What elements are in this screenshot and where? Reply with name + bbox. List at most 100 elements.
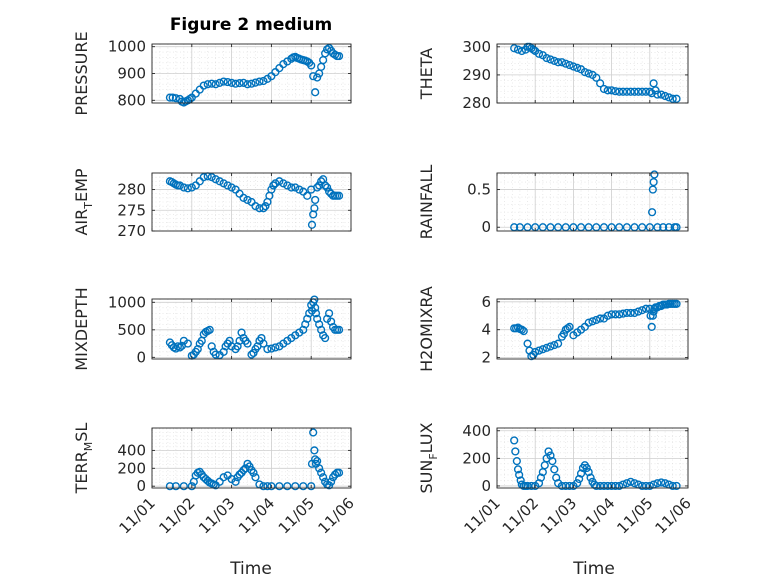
panel-2-point xyxy=(622,87,631,96)
panel-2-point xyxy=(651,86,660,95)
x-axis-label-right: Time xyxy=(572,559,615,579)
panel-1-point xyxy=(251,78,260,87)
panel-8-point xyxy=(584,468,593,477)
panel-3-point xyxy=(310,204,319,213)
panel-6-point xyxy=(584,318,593,327)
panel-6-axes-box xyxy=(496,298,689,360)
panel-7-point xyxy=(235,470,244,479)
panel-3-point xyxy=(267,185,276,194)
panel-3-ylabel: AIRTEMP xyxy=(72,168,95,235)
panel-3-point xyxy=(303,191,312,200)
panel-8-point xyxy=(672,481,681,491)
panel-2-point xyxy=(634,87,643,96)
panel-5-point xyxy=(325,309,334,318)
panel-5-point xyxy=(267,344,276,353)
panel-8-point xyxy=(544,447,553,456)
panel-6-ytick-label: 4 xyxy=(481,321,491,339)
panel-7-point xyxy=(319,473,328,482)
panel-6-point xyxy=(603,311,612,320)
panel-6-point xyxy=(672,299,681,308)
figure-title: Figure 2 medium xyxy=(170,15,332,35)
panel-1-point xyxy=(199,81,208,90)
panel-5-point xyxy=(271,343,280,352)
panel-6-point xyxy=(634,307,643,316)
panel-7-background xyxy=(152,428,351,488)
panel-8-point xyxy=(557,481,567,491)
panel-7-xtick-label: 11/04 xyxy=(235,494,278,537)
panel-8-point xyxy=(660,479,670,488)
panel-5-ticks xyxy=(151,299,352,359)
panel-8-point xyxy=(561,481,570,491)
panel-2-ytick-label: 300 xyxy=(462,38,491,56)
panel-2-point xyxy=(672,94,681,103)
panel-5-point xyxy=(311,309,321,318)
panel-3-point xyxy=(279,179,288,188)
panel-3-point xyxy=(207,173,216,182)
panel-8-point xyxy=(573,479,582,488)
panel-8-point xyxy=(607,481,616,491)
panel-7-point xyxy=(334,468,344,477)
panel-5-point xyxy=(263,344,272,354)
panel-2-point xyxy=(603,86,612,95)
panel-1-point xyxy=(171,94,180,103)
panel-8-point xyxy=(510,436,519,445)
panel-7-point xyxy=(330,470,340,479)
panel-1-point xyxy=(235,79,244,88)
panel-2-point xyxy=(607,86,616,95)
panel-8-xtick-label: 11/01 xyxy=(461,494,504,537)
panel-8-point xyxy=(638,481,647,491)
panel-8-point xyxy=(592,481,601,491)
panel-8-point xyxy=(596,481,605,491)
panel-7-point xyxy=(299,482,308,491)
panel-2-point xyxy=(534,49,544,58)
panel-2: 280 290 300 THETA xyxy=(417,38,689,112)
panel-4-ytick-label: 0 xyxy=(481,218,491,236)
panel-1-point xyxy=(247,79,256,88)
panel-2-point xyxy=(599,84,609,94)
panel-6-ylabel: H2OMIXRA xyxy=(417,286,436,372)
panel-3-point xyxy=(251,202,260,211)
panel-7-ylabel: TERRMSL xyxy=(72,423,95,495)
panel-8-xtick-label: 11/04 xyxy=(575,494,618,537)
panel-5-point xyxy=(183,339,192,348)
panel-8-point xyxy=(653,479,662,488)
panel-7-point xyxy=(283,482,292,491)
panel-2-point xyxy=(550,56,559,65)
panel-6-point xyxy=(588,317,597,326)
panel-5-point xyxy=(247,350,256,359)
panel-7-point xyxy=(313,457,322,466)
panel-7-point xyxy=(219,473,228,482)
panel-7-point xyxy=(239,465,248,475)
panel-1-point xyxy=(215,78,224,87)
panel-3-point xyxy=(307,220,317,229)
panel-2-point xyxy=(561,59,570,68)
panel-3-point xyxy=(311,195,320,205)
panel-8-point xyxy=(575,474,584,484)
panel-5-markers xyxy=(165,295,344,360)
panel-6-point xyxy=(563,324,572,333)
panel-2-point xyxy=(584,69,593,78)
panel-1-point xyxy=(165,93,175,102)
panel-4-ticks xyxy=(496,173,689,231)
panel-8-point xyxy=(512,457,521,466)
panel-6-ytick-label: 6 xyxy=(481,293,491,311)
panel-8-point xyxy=(515,470,524,479)
panel-3-point xyxy=(313,183,322,192)
panel-2-point xyxy=(557,58,567,67)
panel-2-point xyxy=(546,55,555,64)
panel-1-point xyxy=(311,88,320,97)
panel-6-point xyxy=(538,345,547,354)
panel-3-axes-box xyxy=(151,172,352,232)
panel-2-ylabel: THETA xyxy=(417,48,436,100)
panel-8-point xyxy=(511,447,520,456)
panel-7-markers xyxy=(165,428,344,491)
panel-2-point xyxy=(618,87,628,96)
panel-8-point xyxy=(622,479,631,488)
panel-7-point xyxy=(311,455,320,464)
panel-7-xtick-label: 11/03 xyxy=(195,494,238,537)
panel-7-xtick-label: 11/06 xyxy=(315,494,358,537)
panel-3-point xyxy=(283,181,292,190)
panel-1-point xyxy=(307,61,316,70)
panel-4-point xyxy=(650,170,659,179)
panel-2-point xyxy=(529,45,538,54)
